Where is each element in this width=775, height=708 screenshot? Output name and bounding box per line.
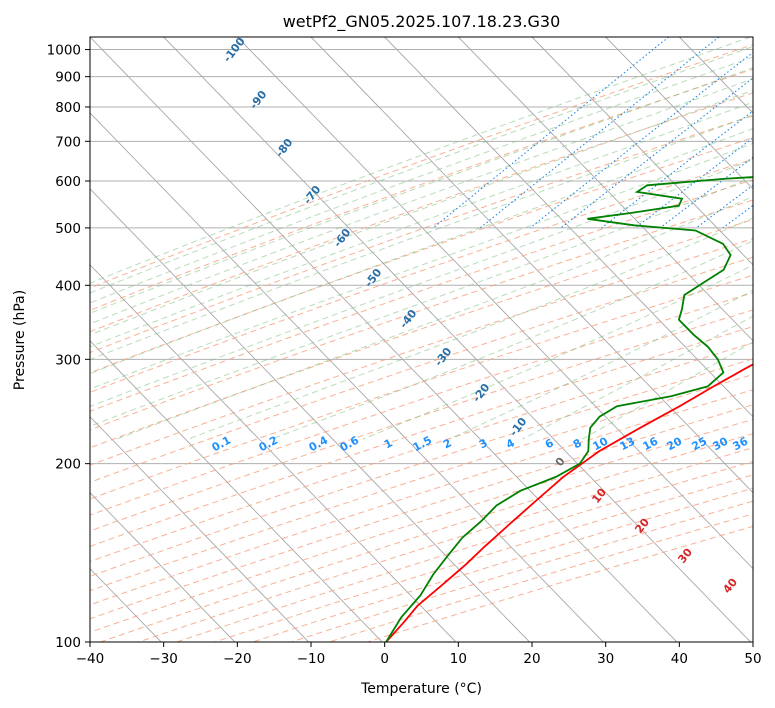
x-tick-label: 0: [380, 651, 389, 667]
y-tick-label: 700: [55, 134, 81, 150]
isotherm-line: [163, 37, 751, 642]
isotherm-line: [90, 188, 530, 642]
dry-adiabat-line: [328, 513, 753, 642]
dry-adiabat-line: [90, 389, 753, 606]
isotherm-line: [605, 37, 753, 190]
plot-background: [90, 37, 753, 642]
x-tick-label: −30: [149, 651, 178, 667]
isotherm-line: [752, 37, 753, 38]
mixing-ratio-line: [601, 110, 753, 229]
isotherm-line: [90, 492, 236, 642]
isotherm-line: [90, 416, 309, 642]
x-tick-label: 30: [597, 651, 614, 667]
dry-adiabat-line: [367, 525, 753, 642]
dry-adiabat-line: [90, 68, 753, 311]
mixing-ratio-line: [529, 51, 753, 229]
axis-ticks: −40 −30 −20 −10 0 10 20 30 40 50 1000 900 800 700 600 5…: [47, 43, 762, 667]
y-tick-label: 800: [55, 100, 81, 116]
x-tick-label: 40: [671, 651, 688, 667]
moist-adiabat-line: [90, 89, 753, 336]
dry-adiabat-line: [252, 487, 753, 642]
x-tick-label: 50: [744, 651, 761, 667]
moist-adiabat-line: [90, 101, 753, 348]
moist-adiabat-line: [90, 67, 753, 314]
dry-adiabat-line: [90, 342, 753, 563]
y-tick-label: 200: [55, 457, 81, 473]
x-tick-label: −10: [297, 651, 326, 667]
mixing-ratio-label: 25: [690, 435, 710, 454]
x-tick-label: −40: [76, 651, 105, 667]
dry-adiabat-line: [90, 404, 753, 620]
mixing-ratio-line: [479, 37, 720, 229]
dry-adiabat-line: [290, 500, 753, 642]
mixing-ratio-line: [659, 156, 753, 229]
mixing-ratio-line: [432, 37, 670, 229]
moist-adiabat-line: [90, 37, 751, 284]
y-tick-label: 400: [55, 278, 81, 294]
moist-adiabat-line: [90, 78, 753, 325]
chart-title: wetPf2_GN05.2025.107.18.23.G30: [283, 12, 561, 32]
y-axis-title: Pressure (hPa): [12, 290, 28, 390]
sounding-curves: [385, 176, 753, 642]
mixing-ratio-label: 30: [711, 434, 731, 453]
y-tick-label: 1000: [47, 43, 81, 59]
moist-adiabat-line: [449, 289, 753, 440]
moist-adiabat-line: [90, 46, 753, 294]
moist-adiabat-line: [90, 56, 753, 304]
dry-adiabat-line: [90, 92, 753, 333]
mixing-ratio-label: 10: [591, 434, 611, 453]
y-tick-label: 900: [55, 70, 81, 86]
dry-adiabat-line: [90, 373, 753, 592]
background-lines: [90, 37, 775, 642]
x-axis-title: Temperature (°C): [360, 681, 482, 697]
isotherm-line: [90, 112, 604, 642]
mixing-ratio-label: 16: [641, 434, 661, 453]
dry-adiabat-line: [90, 292, 753, 516]
x-tick-label: 20: [523, 651, 540, 667]
x-tick-label: 10: [450, 651, 467, 667]
y-tick-label: 300: [55, 352, 81, 368]
x-tick-label: −20: [223, 651, 252, 667]
y-tick-label: 100: [55, 635, 81, 651]
mixing-ratio-label: 20: [665, 434, 685, 453]
sounding-curve: [385, 176, 753, 642]
isotherm-line: [384, 37, 753, 418]
sounding-curve: [385, 363, 753, 642]
moist-adiabat-line: [90, 159, 753, 407]
mixing-ratio-line: [762, 37, 775, 228]
dry-adiabat-line: [90, 358, 753, 577]
dry-adiabat-line: [90, 418, 753, 633]
isotherm-line: [531, 37, 753, 266]
isotherm-line: [237, 37, 753, 570]
moist-adiabat-line: [187, 217, 753, 440]
plot-frame: [89, 36, 754, 643]
isotherm-line: [90, 340, 383, 642]
dry-adiabat-line: [90, 326, 753, 547]
mixing-ratio-label: 36: [731, 434, 751, 453]
y-tick-label: 500: [55, 221, 81, 237]
isotherm-line: [90, 264, 457, 642]
y-tick-label: 600: [55, 174, 81, 190]
mixing-ratio-label: 13: [618, 435, 638, 454]
isotherm-line: [310, 37, 753, 494]
